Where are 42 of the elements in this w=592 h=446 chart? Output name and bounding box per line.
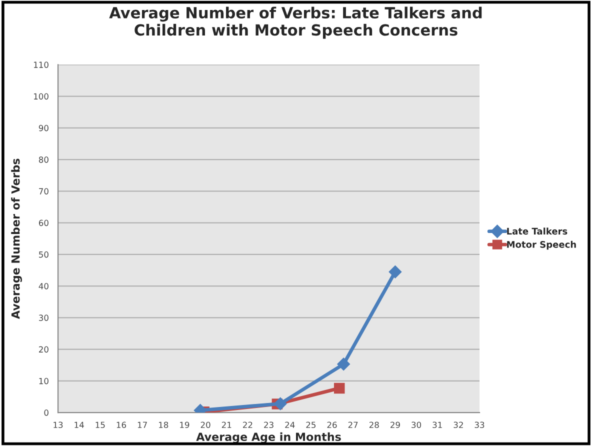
y-tick-label: 20: [38, 346, 48, 353]
y-tick-label: 0: [44, 410, 48, 416]
y-axis-title: Average Number of Verbs: [11, 158, 22, 319]
x-tick-label: 27: [348, 422, 358, 428]
legend-label: Late Talkers: [507, 228, 568, 235]
point: [334, 382, 345, 394]
x-tick-label: 23: [264, 422, 274, 428]
point: [388, 265, 402, 278]
x-tick-label: 33: [474, 422, 484, 428]
x-tick-label: 13: [54, 422, 63, 428]
y-tick-label: 80: [38, 156, 48, 163]
x-tick-label: 17: [138, 422, 147, 428]
y-tick-label: 90: [38, 124, 48, 132]
y-tick-label: 60: [38, 220, 48, 226]
legend-label: Motor Speech: [507, 240, 576, 250]
x-tick-label: 20: [200, 422, 210, 428]
x-tick-label: 31: [432, 422, 442, 428]
y-tick-label: 30: [39, 314, 48, 321]
chart-title: Average Number of Verbs: Late Talkers and Children with Motor Speech Concerns: [109, 6, 482, 39]
y-tick-label: 10: [39, 378, 48, 384]
point: [274, 397, 287, 410]
x-tick-label: 24: [285, 422, 295, 428]
x-tick-label: 26: [327, 422, 337, 428]
y-tick-label: 40: [38, 283, 48, 290]
x-tick-label: 16: [116, 422, 126, 428]
x-tick-label: 25: [306, 422, 316, 428]
x-tick-label: 15: [96, 422, 105, 428]
x-tick-label: 19: [180, 422, 190, 428]
x-tick-label: 29: [390, 422, 400, 428]
x-tick-label: 18: [159, 422, 168, 428]
x-tick-label: 28: [369, 422, 379, 428]
y-tick-label: 70: [39, 188, 48, 194]
y-tick-label: 50: [39, 251, 48, 258]
x-axis-title: Average Age in Months: [196, 432, 341, 444]
x-tick-label: 14: [74, 422, 84, 428]
y-tick-label: 110: [34, 62, 48, 68]
x-tick-label: 21: [222, 422, 232, 428]
x-tick-label: 22: [243, 422, 252, 428]
x-tick-label: 32: [454, 422, 463, 428]
y-tick-label: 100: [34, 93, 48, 100]
point: [337, 358, 350, 371]
x-tick-label: 30: [412, 422, 422, 428]
